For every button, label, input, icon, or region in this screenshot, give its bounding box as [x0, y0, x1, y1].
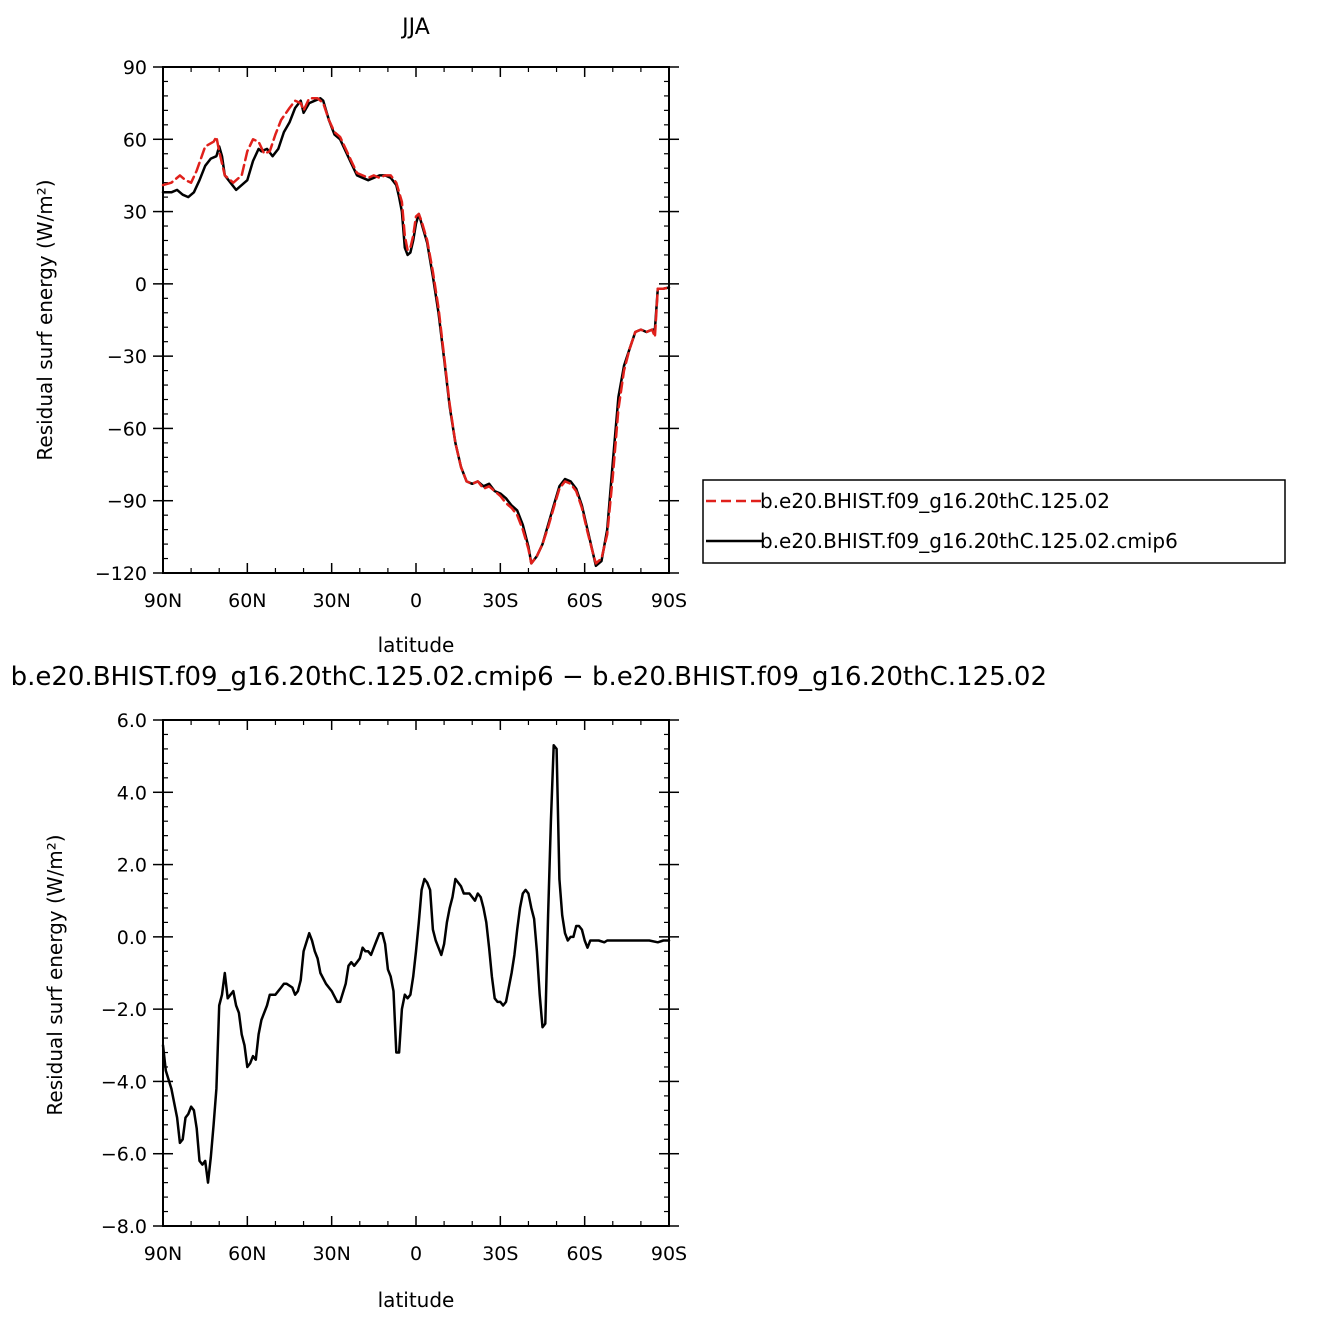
series-line-1: [161, 744, 671, 1184]
top-panel-title: JJA: [400, 15, 430, 40]
top-series-group: [161, 97, 671, 568]
legend-label-series-1: b.e20.BHIST.f09_g16.20thC.125.02: [760, 489, 1110, 513]
top-y-axis-title: Residual surf energy (W/m²): [33, 179, 57, 460]
y-tick-label: −6.0: [101, 1144, 147, 1166]
top-x-tick-labels: 90N 60N 30N 0 30S 60S 90S: [144, 590, 687, 612]
y-tick-label: 0.0: [117, 927, 147, 949]
x-tick-label: 90S: [651, 590, 687, 612]
y-tick-label: −4.0: [101, 1071, 147, 1093]
y-tick-label: 0: [135, 274, 147, 296]
bottom-y-axis-title: Residual surf energy (W/m²): [43, 834, 67, 1115]
x-tick-label: 90S: [651, 1243, 687, 1265]
y-tick-label: 30: [123, 202, 147, 224]
x-tick-label: 60S: [567, 1243, 603, 1265]
top-y-tick-labels: 90 60 30 0 −30 −60 −90 −120: [95, 57, 147, 585]
legend-label-series-2: b.e20.BHIST.f09_g16.20thC.125.02.cmip6: [760, 529, 1178, 553]
x-tick-label: 30S: [482, 590, 518, 612]
x-tick-label: 60S: [567, 590, 603, 612]
y-tick-label: 60: [123, 129, 147, 151]
y-tick-label: −120: [95, 563, 147, 585]
bottom-plot-frame: [162, 719, 670, 1227]
y-tick-label: −30: [107, 346, 147, 368]
x-tick-label: 30N: [312, 590, 350, 612]
x-tick-label: 30N: [312, 1243, 350, 1265]
top-axis-ticks: [153, 66, 679, 574]
bottom-axis-ticks: [153, 719, 679, 1227]
legend: b.e20.BHIST.f09_g16.20thC.125.02 b.e20.B…: [702, 479, 1286, 564]
bottom-panel: b.e20.BHIST.f09_g16.20thC.125.02.cmip6 −…: [11, 662, 1047, 1312]
bottom-x-tick-labels: 90N 60N 30N 0 30S 60S 90S: [144, 1243, 687, 1265]
series-line-2: [161, 97, 671, 568]
y-tick-label: 6.0: [117, 710, 147, 732]
bottom-y-tick-labels: 6.0 4.0 2.0 0.0 −2.0 −4.0 −6.0 −8.0: [101, 710, 147, 1238]
y-tick-label: 90: [123, 57, 147, 79]
x-tick-label: 60N: [228, 590, 266, 612]
bottom-panel-title: b.e20.BHIST.f09_g16.20thC.125.02.cmip6 −…: [11, 662, 1047, 692]
top-x-axis-title: latitude: [378, 633, 455, 657]
y-tick-label: 2.0: [117, 855, 147, 877]
y-tick-label: −2.0: [101, 999, 147, 1021]
x-tick-label: 30S: [482, 1243, 518, 1265]
y-tick-label: −8.0: [101, 1216, 147, 1238]
y-tick-label: −60: [107, 418, 147, 440]
x-tick-label: 60N: [228, 1243, 266, 1265]
top-plot-frame: [162, 66, 670, 574]
x-tick-label: 0: [410, 1243, 422, 1265]
series-line-1: [161, 97, 671, 565]
bottom-x-axis-title: latitude: [378, 1288, 455, 1312]
x-tick-label: 90N: [144, 590, 182, 612]
x-tick-label: 90N: [144, 1243, 182, 1265]
x-tick-label: 0: [410, 590, 422, 612]
top-panel: JJA 90N 60N 30N 0 30S 60S 90S 90 60 30 0 −30 −60 −90…: [33, 15, 687, 657]
legend-box: [702, 479, 1286, 564]
y-tick-label: 4.0: [117, 782, 147, 804]
bottom-series-group: [161, 744, 671, 1184]
y-tick-label: −90: [107, 491, 147, 513]
